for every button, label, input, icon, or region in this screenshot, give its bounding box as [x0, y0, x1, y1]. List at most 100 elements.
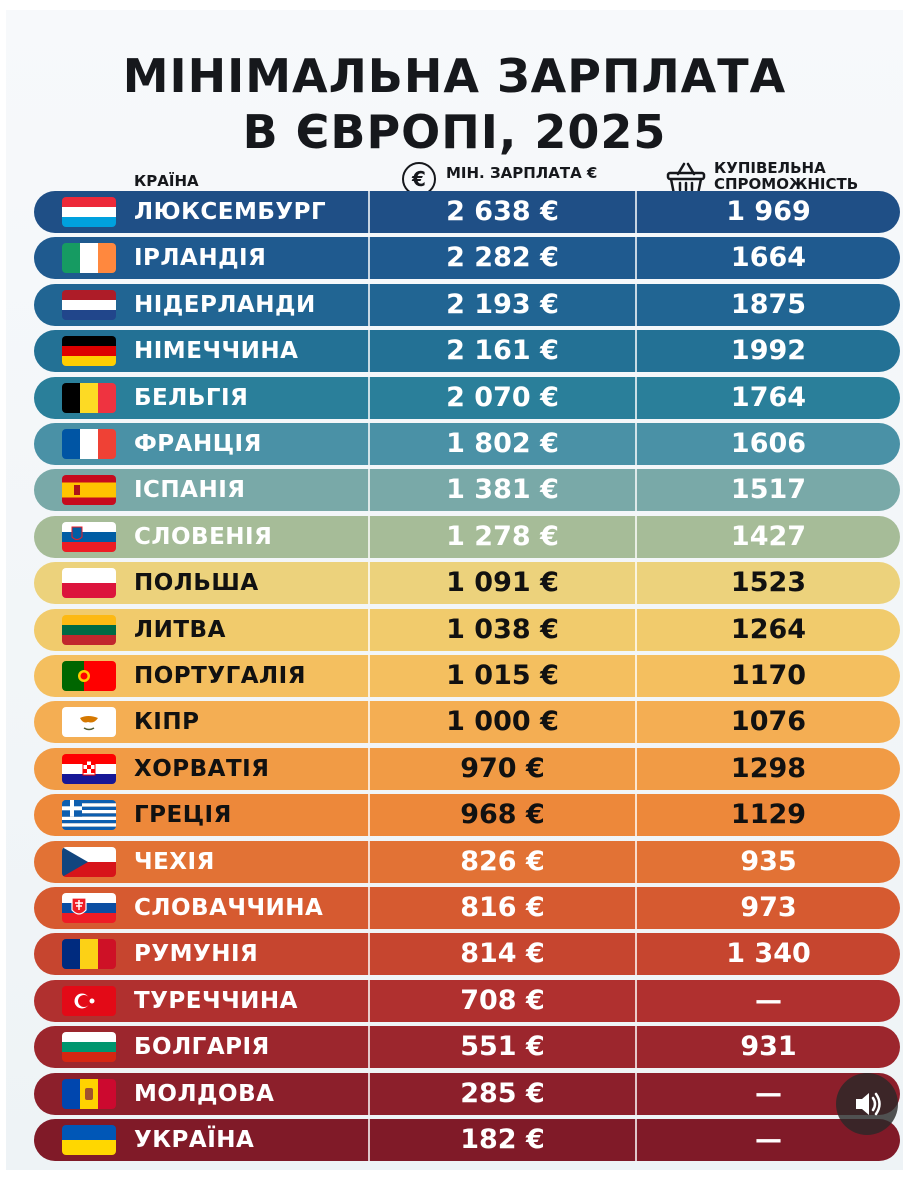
purchasing-power-value: 1 340: [726, 938, 811, 970]
table-row: ГРЕЦІЯ 968 € 1129: [34, 794, 900, 837]
flag-turkey-icon: [62, 985, 116, 1016]
flag-croatia-icon: [62, 753, 116, 784]
flag-slovenia-icon: [62, 521, 116, 552]
column-divider: [635, 1119, 637, 1161]
flag-netherlands-icon: [62, 289, 116, 320]
flag-spain-icon: [62, 475, 116, 506]
min-wage-value: 2 070 €: [446, 381, 559, 413]
min-wage-value: 968 €: [460, 799, 545, 831]
purchasing-power-value: 1523: [730, 567, 807, 599]
table-row: ПОЛЬША 1 091 € 1523: [34, 562, 900, 605]
purchasing-power-value: 1 969: [726, 196, 811, 227]
purchasing-power-value: 1606: [730, 428, 807, 459]
purchasing-power-value: —: [755, 1124, 782, 1155]
table-row: ЛИТВА 1 038 € 1264: [34, 608, 900, 651]
column-divider: [635, 1026, 637, 1069]
country-name: ЧЕХІЯ: [134, 848, 215, 875]
country-name: ТУРЕЧЧИНА: [134, 987, 298, 1014]
purchasing-power-value: —: [755, 1077, 782, 1109]
flag-poland-icon: [62, 568, 116, 599]
table-row: НІДЕРЛАНДИ 2 193 € 1875: [34, 283, 900, 326]
country-name: ФРАНЦІЯ: [134, 431, 262, 457]
purchasing-power-value: 1170: [730, 660, 807, 691]
table-row: ФРАНЦІЯ 1 802 € 1606: [34, 423, 900, 465]
min-wage-value: 1 381 €: [446, 474, 559, 506]
column-divider: [368, 191, 370, 233]
table-row: ПОРТУГАЛІЯ 1 015 € 1170: [34, 655, 900, 697]
column-divider: [368, 283, 370, 326]
column-divider: [635, 423, 637, 465]
country-name: БЕЛЬГІЯ: [134, 384, 249, 411]
column-divider: [368, 701, 370, 744]
min-wage-value: 816 €: [460, 892, 545, 923]
min-wage-value: 285 €: [460, 1077, 545, 1109]
purchasing-power-value: 1992: [730, 335, 807, 367]
flag-slovakia-icon: [62, 893, 116, 923]
flag-lithuania-icon: [62, 614, 116, 645]
table-row: МОЛДОВА 285 € —: [34, 1072, 900, 1115]
column-divider: [635, 747, 637, 790]
column-divider: [368, 376, 370, 419]
column-divider: [635, 794, 637, 837]
column-divider: [635, 608, 637, 651]
page-title: МІНІМАЛЬНА ЗАРПЛАТА В ЄВРОПІ, 2025: [6, 48, 903, 160]
purchasing-power-value: 1875: [730, 288, 807, 320]
header-wage: МІН. ЗАРПЛАТА €: [446, 164, 598, 182]
country-name: МОЛДОВА: [134, 1080, 275, 1107]
purchasing-power-value: 1517: [730, 474, 807, 506]
column-divider: [368, 1026, 370, 1069]
table-row: РУМУНІЯ 814 € 1 340: [34, 933, 900, 976]
table-row: УКРАЇНА 182 € —: [34, 1119, 900, 1161]
column-divider: [635, 376, 637, 419]
country-name: ІСПАНІЯ: [134, 477, 246, 504]
column-divider: [368, 794, 370, 837]
flag-greece-icon: [62, 800, 116, 831]
column-divider: [635, 1072, 637, 1115]
purchasing-power-value: 1298: [730, 752, 807, 784]
table-row: БЕЛЬГІЯ 2 070 € 1764: [34, 376, 900, 419]
min-wage-value: 708 €: [460, 984, 545, 1016]
min-wage-value: 970 €: [460, 752, 545, 784]
flag-bulgaria-icon: [62, 1032, 116, 1063]
table-row: ЛЮКСЕМБУРГ 2 638 € 1 969: [34, 191, 900, 233]
flag-cyprus-icon: [62, 707, 116, 738]
table-row: СЛОВАЧЧИНА 816 € 973: [34, 887, 900, 929]
table-row: КІПР 1 000 € 1076: [34, 701, 900, 744]
table-row: НІМЕЧЧИНА 2 161 € 1992: [34, 330, 900, 373]
min-wage-value: 1 802 €: [446, 428, 559, 459]
table-row: БОЛГАРІЯ 551 € 931: [34, 1026, 900, 1069]
purchasing-power-value: 935: [740, 845, 797, 877]
country-name: СЛОВАЧЧИНА: [134, 895, 324, 921]
country-name: БОЛГАРІЯ: [134, 1034, 270, 1061]
column-divider: [368, 469, 370, 512]
column-divider: [635, 887, 637, 929]
flag-luxembourg-icon: [62, 197, 116, 227]
min-wage-value: 1 015 €: [446, 660, 559, 691]
flag-moldova-icon: [62, 1078, 116, 1109]
country-name: ПОЛЬША: [134, 570, 259, 597]
flag-ukraine-icon: [62, 1125, 116, 1155]
column-divider: [635, 237, 637, 280]
column-divider: [635, 283, 637, 326]
min-wage-value: 182 €: [460, 1124, 545, 1155]
min-wage-value: 1 000 €: [446, 706, 559, 738]
column-divider: [368, 330, 370, 373]
column-divider: [368, 747, 370, 790]
country-name: КІПР: [134, 709, 200, 736]
column-divider: [635, 191, 637, 233]
column-divider: [635, 840, 637, 883]
column-divider: [635, 469, 637, 512]
country-name: УКРАЇНА: [134, 1127, 255, 1153]
table-row: ЧЕХІЯ 826 € 935: [34, 840, 900, 883]
table-row: СЛОВЕНІЯ 1 278 € 1427: [34, 515, 900, 558]
column-divider: [368, 933, 370, 976]
column-divider: [635, 933, 637, 976]
min-wage-value: 551 €: [460, 1031, 545, 1063]
column-divider: [635, 515, 637, 558]
flag-portugal-icon: [62, 661, 116, 691]
sound-button[interactable]: [836, 1073, 898, 1135]
table-row: ІРЛАНДІЯ 2 282 € 1664: [34, 237, 900, 280]
min-wage-value: 2 161 €: [446, 335, 559, 367]
country-name: ХОРВАТІЯ: [134, 755, 270, 782]
flag-czechia-icon: [62, 846, 116, 877]
